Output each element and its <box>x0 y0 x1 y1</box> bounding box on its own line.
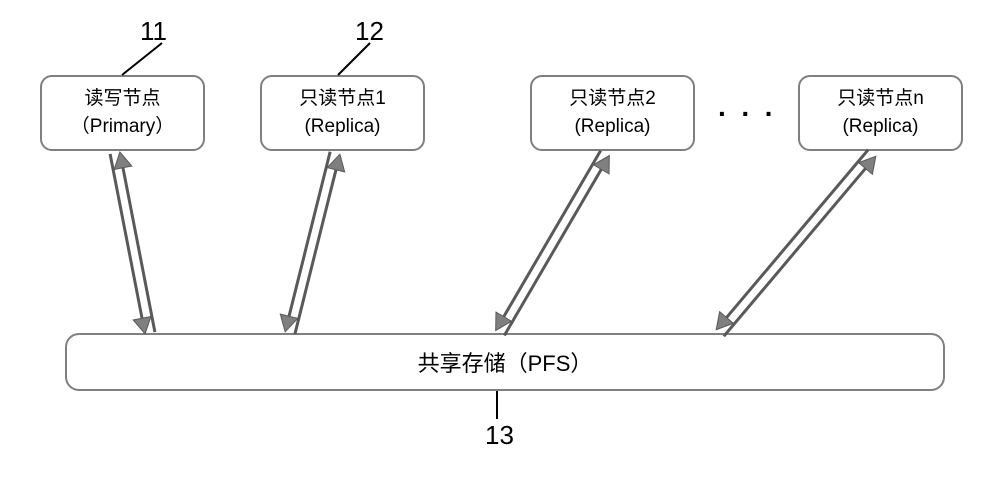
svg-layer <box>0 0 1000 501</box>
